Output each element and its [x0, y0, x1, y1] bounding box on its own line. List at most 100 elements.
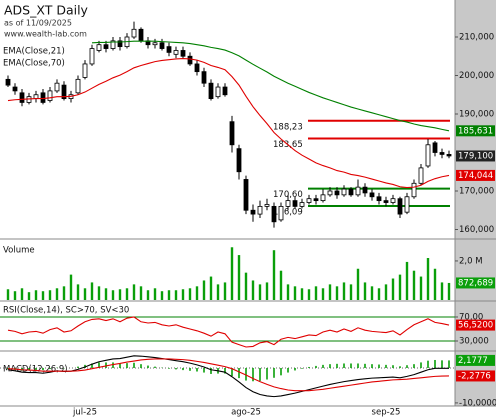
- histogram-bar: [175, 368, 177, 370]
- candle-body: [278, 205, 284, 221]
- volume-bar: [188, 288, 192, 300]
- volume-bar: [167, 290, 171, 300]
- volume-bar: [223, 282, 227, 300]
- histogram-bar: [336, 363, 338, 369]
- histogram-bar: [371, 364, 373, 369]
- level-label: 188,23: [273, 122, 303, 132]
- histogram-bar: [147, 365, 149, 369]
- candle-body: [152, 42, 158, 46]
- histogram-bar: [406, 365, 408, 369]
- volume-bar: [244, 272, 248, 300]
- candle-body: [187, 55, 193, 65]
- volume-bar: [251, 280, 255, 300]
- candle-body: [390, 198, 396, 203]
- histogram-bar: [98, 362, 100, 369]
- volume-bar: [440, 282, 444, 300]
- volume-bar: [237, 255, 241, 300]
- candle-body: [320, 194, 326, 202]
- volume-bar: [370, 286, 374, 300]
- histogram-bar: [427, 360, 429, 369]
- volume-bar: [405, 261, 409, 300]
- histogram-bar: [231, 368, 233, 377]
- histogram-bar: [392, 365, 394, 369]
- histogram-bar: [329, 364, 331, 369]
- legend-entry: EMA(Close,21): [3, 47, 65, 57]
- volume-bar: [265, 282, 269, 300]
- volume-bar: [27, 292, 31, 300]
- candle-body: [222, 86, 228, 96]
- candle-body: [411, 182, 417, 198]
- histogram-bar: [210, 368, 212, 374]
- value-label: 2,1777: [458, 356, 488, 366]
- candle-body: [194, 63, 200, 73]
- volume-bar: [153, 288, 157, 300]
- candle-body: [201, 71, 207, 84]
- candle-body: [40, 92, 46, 103]
- candle-body: [5, 78, 11, 86]
- candle-body: [355, 186, 361, 196]
- volume-bar: [419, 276, 423, 300]
- candle-body: [159, 42, 165, 49]
- y-tick-label: 170,000: [459, 186, 494, 196]
- volume-bar: [174, 290, 178, 300]
- value-box: [456, 169, 495, 181]
- y-tick-label: -10,0000: [459, 398, 496, 408]
- candle-body: [376, 196, 382, 202]
- candle-body: [299, 202, 305, 207]
- x-tick-label: ago-25: [231, 408, 261, 418]
- signal-line: [7, 358, 450, 392]
- volume-bar: [139, 286, 143, 300]
- candle-body: [369, 192, 375, 198]
- candle-body: [327, 190, 333, 196]
- value-box: [456, 319, 495, 331]
- x-tick-label: sep-25: [372, 408, 401, 418]
- value-label: -2,2776: [458, 371, 491, 381]
- chart-title: ADS_XT Daily: [4, 3, 89, 18]
- candle-body: [341, 188, 347, 196]
- volume-bar: [195, 286, 199, 300]
- candle-body: [12, 86, 18, 92]
- candle-body: [257, 205, 263, 215]
- legend-entry: EMA(Close,70): [3, 59, 65, 69]
- volume-bar: [391, 278, 395, 300]
- volume-bar: [83, 288, 87, 300]
- histogram-bar: [308, 366, 310, 369]
- candle-body: [425, 144, 431, 167]
- value-box: [456, 277, 495, 289]
- volume-bar: [132, 284, 136, 300]
- panel-title: RSI(Close,14), SC>70, SV<30: [3, 306, 129, 316]
- histogram-bar: [315, 365, 317, 369]
- subtitle: as of 11/09/2025: [4, 19, 72, 28]
- candle-body: [271, 205, 277, 223]
- value-label: 872,689: [458, 278, 493, 288]
- volume-bar: [433, 268, 437, 300]
- candle-body: [306, 198, 312, 203]
- volume-bar: [90, 282, 94, 300]
- candle-body: [110, 40, 116, 49]
- value-label: 56,5200: [458, 321, 493, 331]
- volume-bar: [279, 270, 283, 300]
- volume-bar: [62, 286, 66, 300]
- ema-line: [7, 58, 450, 189]
- histogram-bar: [273, 368, 275, 378]
- value-box: [456, 354, 495, 366]
- volume-bar: [13, 291, 17, 300]
- value-label: 174,044: [458, 171, 493, 181]
- value-label: 179,100: [458, 151, 493, 161]
- candle-body: [362, 186, 368, 194]
- value-label: 185,631: [458, 126, 493, 136]
- volume-bar: [125, 288, 129, 300]
- histogram-bar: [287, 368, 289, 373]
- histogram-bar: [35, 368, 37, 371]
- candle-body: [54, 82, 60, 92]
- volume-bar: [426, 258, 430, 300]
- histogram-bar: [140, 364, 142, 369]
- histogram-bar: [280, 368, 282, 376]
- candle-body: [243, 179, 249, 211]
- histogram-bar: [322, 364, 324, 369]
- candle-body: [404, 196, 410, 213]
- volume-bar: [76, 284, 80, 300]
- candle-body: [264, 204, 270, 207]
- candle-body: [229, 121, 235, 146]
